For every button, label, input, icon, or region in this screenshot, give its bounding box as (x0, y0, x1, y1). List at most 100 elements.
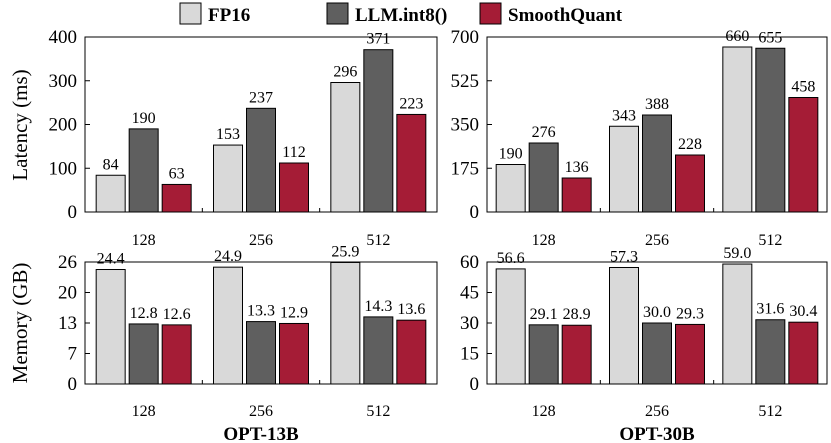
bar-fp16-128 (495, 164, 526, 213)
data-label-fp16-512: 25.9 (331, 243, 359, 260)
bar-fp16-256 (213, 144, 243, 213)
bar-fp16-512 (330, 261, 361, 385)
data-label-smoothquant-256: 12.9 (280, 304, 308, 321)
x-tick-label: 256 (249, 403, 273, 420)
y-tick-label: 0 (68, 202, 78, 223)
y-tick-label: 0 (68, 374, 78, 395)
legend-label-llm-int8: LLM.int8() (355, 5, 447, 26)
bar-smoothquant-512 (396, 113, 427, 213)
y-tick-label: 26 (58, 252, 77, 273)
x-tick-label: 512 (758, 403, 782, 420)
y-axis-label: Memory (GB) (8, 263, 32, 384)
x-tick-label: 256 (249, 232, 273, 249)
panel-latency-opt13b: 0 100 200 300 400 84 190 63 128 153 237 112 256 296 37… (8, 27, 438, 249)
legend: FP16 LLM.int8() SmoothQuant (179, 2, 623, 26)
data-label-fp16-512: 660 (725, 28, 749, 45)
y-tick-label: 200 (49, 115, 78, 136)
y-axis-label: Latency (ms) (8, 69, 32, 180)
data-label-smoothquant-512: 13.6 (397, 301, 425, 318)
bar-smoothquant-512 (788, 321, 819, 385)
y-tick-label: 45 (460, 283, 479, 304)
legend-label-fp16: FP16 (208, 5, 250, 26)
x-tick-label: 256 (645, 232, 669, 249)
bar-fp16-512 (722, 46, 753, 213)
data-label-llm-int8-512: 655 (758, 29, 782, 46)
bar-smoothquant-256 (675, 154, 705, 213)
data-label-fp16-256: 153 (216, 126, 240, 143)
bar-fp16-512 (330, 82, 361, 213)
bar-llm-int8-256 (642, 322, 672, 385)
y-tick-label: 300 (49, 71, 78, 92)
data-label-fp16-512: 296 (333, 64, 357, 81)
legend-swatch-fp16 (179, 2, 202, 25)
bar-llm-int8-512 (363, 316, 394, 385)
bar-llm-int8-256 (246, 321, 276, 385)
bar-fp16-512 (722, 263, 753, 385)
bar-smoothquant-512 (788, 97, 819, 213)
bar-llm-int8-128 (528, 324, 559, 385)
data-label-smoothquant-256: 228 (678, 136, 702, 153)
model-title: OPT-30B (619, 424, 695, 443)
x-tick-label: 128 (532, 403, 556, 420)
bar-fp16-256 (609, 125, 639, 213)
data-label-fp16-256: 57.3 (610, 248, 638, 265)
bar-fp16-256 (213, 266, 243, 385)
bar-fp16-256 (609, 266, 639, 385)
legend-swatch-smoothquant (479, 2, 502, 25)
data-label-smoothquant-128: 136 (565, 159, 589, 176)
x-tick-label: 128 (132, 232, 156, 249)
bar-llm-int8-512 (755, 319, 786, 385)
bar-llm-int8-512 (755, 47, 786, 213)
y-tick-label: 350 (451, 115, 480, 136)
data-label-fp16-256: 343 (612, 107, 636, 124)
data-label-smoothquant-128: 12.6 (163, 306, 191, 323)
x-tick-label: 128 (132, 403, 156, 420)
y-tick-label: 100 (49, 158, 78, 179)
data-label-llm-int8-512: 371 (366, 31, 390, 48)
panel-memory-opt30b: 0 15 30 45 60 56.6 29.1 28.9 128 57.3 30.0 29.3 256 5… (460, 245, 828, 443)
panel-memory-opt13b: 0 7 13 20 26 24.4 12.8 12.6 128 24.9 13.3 12.9 256 25… (8, 243, 438, 443)
x-tick-label: 512 (366, 232, 390, 249)
bar-smoothquant-128 (161, 324, 192, 385)
bar-llm-int8-128 (128, 323, 159, 385)
x-tick-label: 512 (758, 232, 782, 249)
data-label-fp16-128: 84 (103, 156, 119, 173)
y-tick-label: 175 (451, 158, 480, 179)
data-label-llm-int8-128: 276 (532, 124, 556, 141)
data-label-llm-int8-256: 30.0 (643, 304, 671, 321)
data-label-fp16-128: 190 (499, 146, 523, 163)
legend-label-smoothquant: SmoothQuant (508, 5, 623, 26)
bar-llm-int8-128 (128, 128, 159, 213)
y-tick-label: 7 (68, 344, 78, 365)
y-tick-label: 525 (451, 71, 480, 92)
data-label-smoothquant-512: 30.4 (789, 303, 817, 320)
data-label-llm-int8-512: 31.6 (756, 301, 784, 318)
bar-fp16-128 (95, 174, 126, 213)
bar-smoothquant-128 (561, 177, 592, 213)
y-tick-label: 0 (470, 374, 480, 395)
y-tick-label: 0 (470, 202, 480, 223)
data-label-fp16-256: 24.9 (214, 248, 242, 265)
bar-fp16-128 (95, 269, 126, 385)
chart-panels: 0100200300400841906312815323711225629637… (8, 27, 828, 443)
bar-smoothquant-256 (279, 322, 309, 385)
bar-smoothquant-256 (675, 323, 705, 385)
data-label-llm-int8-128: 190 (132, 110, 156, 127)
data-label-llm-int8-256: 237 (249, 89, 273, 106)
bar-llm-int8-256 (642, 114, 672, 213)
legend-swatch-llm-int8 (326, 2, 349, 25)
data-label-smoothquant-512: 223 (399, 95, 423, 112)
data-label-llm-int8-256: 388 (645, 96, 669, 113)
data-label-smoothquant-256: 112 (282, 144, 305, 161)
data-label-smoothquant-128: 28.9 (563, 306, 591, 323)
panel-latency-opt30b: 0 175 350 525 700 190 276 136 128 343 388 228 256 660… (451, 27, 828, 249)
data-label-fp16-128: 24.4 (97, 251, 125, 268)
data-label-llm-int8-128: 12.8 (130, 305, 158, 322)
x-tick-label: 256 (645, 403, 669, 420)
bar-llm-int8-128 (528, 142, 559, 213)
bar-smoothquant-256 (279, 162, 309, 213)
data-label-llm-int8-128: 29.1 (530, 306, 558, 323)
bar-smoothquant-128 (561, 324, 592, 385)
data-label-llm-int8-256: 13.3 (247, 303, 275, 320)
